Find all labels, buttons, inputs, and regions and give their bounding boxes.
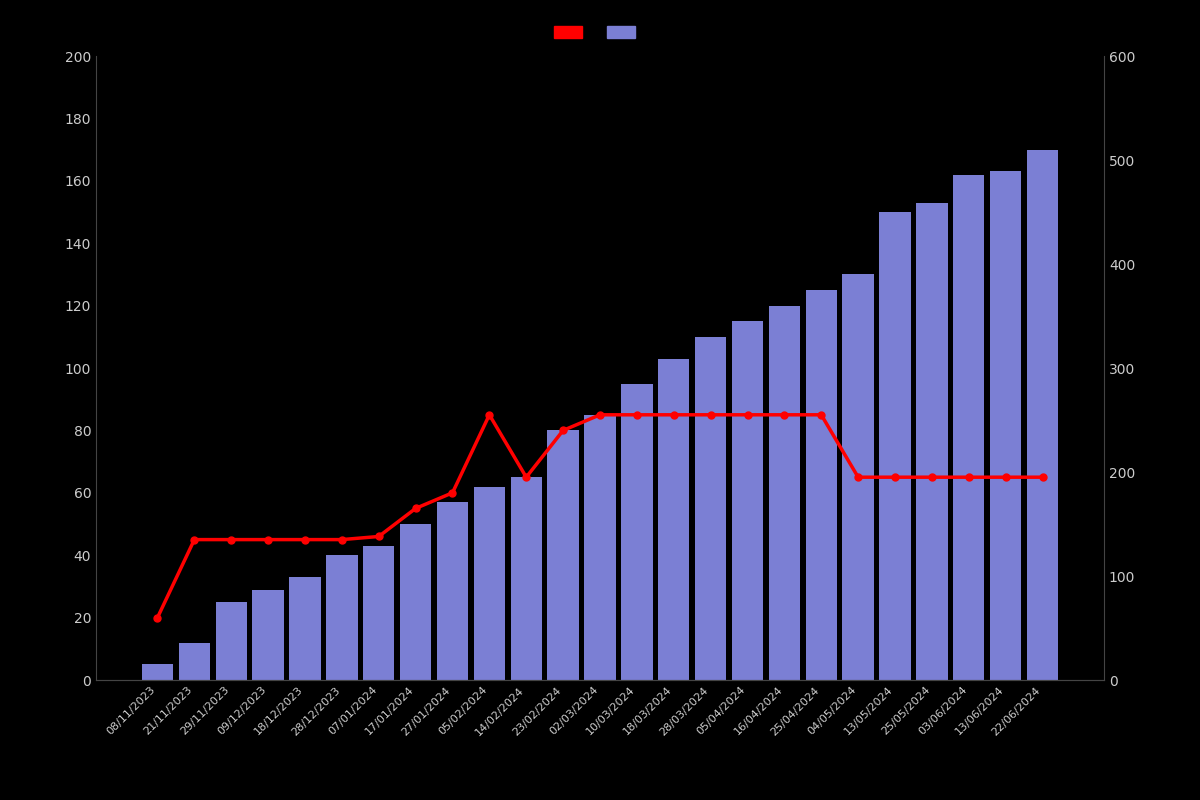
Bar — [769, 306, 800, 680]
Bar — [658, 358, 690, 680]
Bar — [622, 383, 653, 680]
Bar — [252, 590, 283, 680]
Bar — [179, 642, 210, 680]
Bar — [364, 546, 395, 680]
Bar — [142, 664, 173, 680]
Bar — [953, 174, 984, 680]
Bar — [216, 602, 247, 680]
Bar — [805, 290, 836, 680]
Bar — [1027, 150, 1058, 680]
Bar — [584, 414, 616, 680]
Bar — [732, 321, 763, 680]
Bar — [326, 555, 358, 680]
Bar — [289, 577, 320, 680]
Bar — [695, 337, 726, 680]
Bar — [474, 486, 505, 680]
Bar — [990, 171, 1021, 680]
Bar — [400, 524, 431, 680]
Bar — [510, 477, 542, 680]
Bar — [880, 212, 911, 680]
Legend: , : , — [554, 26, 646, 39]
Bar — [437, 502, 468, 680]
Bar — [842, 274, 874, 680]
Bar — [917, 202, 948, 680]
Bar — [547, 430, 578, 680]
